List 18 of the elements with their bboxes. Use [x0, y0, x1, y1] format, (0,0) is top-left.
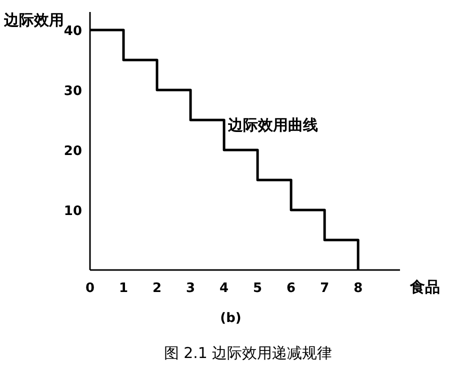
x-tick-label: 0: [85, 281, 95, 296]
text: 图 2.1 边际效用递减规律: [164, 344, 332, 362]
text: (b): [220, 311, 242, 326]
x-tick-label: 5: [253, 281, 262, 296]
x-axis-title: 食品: [409, 278, 440, 296]
y-tick-label: 20: [64, 144, 82, 159]
x-tick-label: 8: [354, 281, 363, 296]
y-axis-title: 边际效用: [3, 11, 64, 29]
x-tick-label: 2: [152, 281, 162, 296]
x-tick-label: 3: [186, 281, 196, 296]
x-tick-label: 6: [286, 281, 296, 296]
x-tick-label: 1: [118, 281, 128, 296]
y-tick-label: 40: [64, 24, 82, 39]
y-tick-label: 30: [64, 84, 82, 99]
x-tick-label: 7: [320, 281, 330, 296]
y-tick-label: 10: [64, 204, 82, 219]
x-tick-label: 4: [220, 281, 229, 296]
annotation: 边际效用曲线: [227, 116, 318, 134]
